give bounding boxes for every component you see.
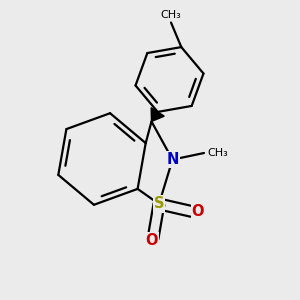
Text: N: N: [166, 152, 179, 167]
Text: O: O: [192, 204, 204, 219]
Text: S: S: [154, 196, 164, 211]
Polygon shape: [151, 108, 164, 122]
Text: O: O: [145, 233, 158, 248]
Text: CH₃: CH₃: [208, 148, 228, 158]
Text: CH₃: CH₃: [160, 10, 182, 20]
